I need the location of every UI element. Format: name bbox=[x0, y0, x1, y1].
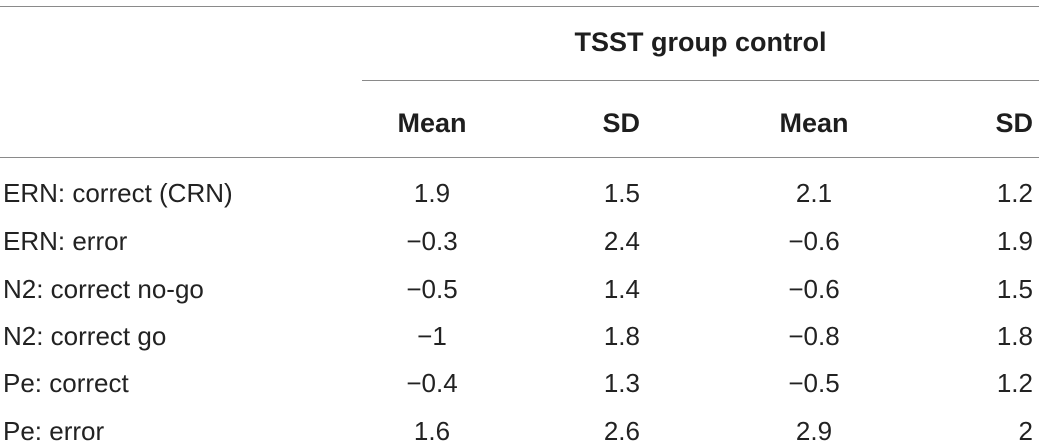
row-label: N2: correct go bbox=[3, 321, 167, 351]
column-header-sd-2: SD bbox=[995, 108, 1033, 138]
table-cell: 1.3 bbox=[603, 368, 640, 398]
row-label: ERN: error bbox=[3, 226, 128, 256]
table-cell: −0.6 bbox=[788, 226, 840, 256]
top-rule bbox=[0, 6, 1039, 7]
group-rule bbox=[362, 80, 1039, 81]
table-cell: 1.5 bbox=[996, 274, 1033, 304]
table-cell: −0.8 bbox=[788, 321, 840, 351]
row-label: Pe: correct bbox=[3, 368, 129, 398]
table-cell: −0.3 bbox=[406, 226, 458, 256]
table-cell: 1.5 bbox=[603, 178, 640, 208]
table-cell: 2.1 bbox=[795, 178, 833, 208]
row-label: ERN: correct (CRN) bbox=[3, 178, 233, 208]
table-cell: 1.2 bbox=[996, 178, 1033, 208]
column-header-mean-2: Mean bbox=[779, 108, 849, 138]
row-label: N2: correct no-go bbox=[3, 274, 204, 304]
group-header: TSST group control bbox=[574, 27, 827, 57]
column-header-mean-1: Mean bbox=[397, 108, 467, 138]
column-header-sd-1: SD bbox=[602, 108, 640, 138]
table-cell: 1.4 bbox=[603, 274, 640, 304]
table-cell: 2.6 bbox=[603, 416, 640, 446]
table-cell: 1.9 bbox=[413, 178, 451, 208]
row-label: Pe: error bbox=[3, 416, 105, 446]
header-rule bbox=[0, 157, 1039, 158]
table-cell: 1.2 bbox=[996, 368, 1033, 398]
table-cell: −0.4 bbox=[406, 368, 458, 398]
table-cell: 1.8 bbox=[603, 321, 640, 351]
table-cell: 1.6 bbox=[413, 416, 451, 446]
table-cell: 2.4 bbox=[603, 226, 640, 256]
table-cell: 2.9 bbox=[795, 416, 833, 446]
table-cell: −0.5 bbox=[406, 274, 458, 304]
table-cell: 1.8 bbox=[996, 321, 1033, 351]
table-cell: −0.5 bbox=[788, 368, 840, 398]
table-cell: −0.6 bbox=[788, 274, 840, 304]
table-cell: 2 bbox=[1018, 416, 1033, 446]
table-cell: −1 bbox=[417, 321, 447, 351]
table-cell: 1.9 bbox=[996, 226, 1033, 256]
